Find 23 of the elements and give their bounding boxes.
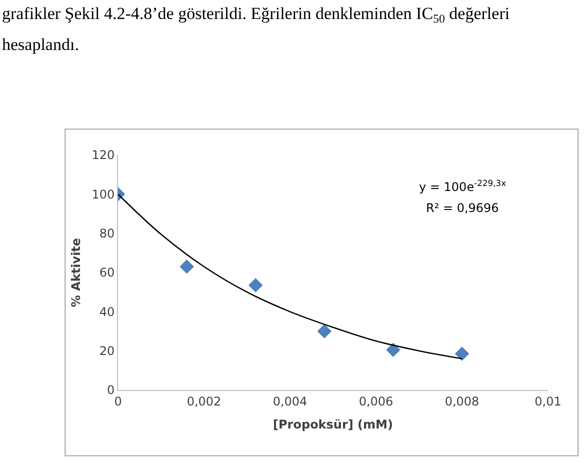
point: [248, 278, 263, 292]
y-tick-label: 100: [92, 187, 115, 202]
y-axis-title: % Aktivite: [68, 238, 83, 308]
x-axis-title: [Propoksür] (mM): [273, 417, 393, 432]
y-tick-label: 0: [106, 383, 115, 398]
y-tick-label: 60: [99, 266, 115, 280]
annotation: R² = 0,9696: [426, 201, 499, 215]
y-tick-label: 20: [99, 344, 115, 358]
text: grafikler Şekil 4.2-4.8’de gösterildi. Eğrilerin denkleminden IC$_{50}$ değerleri: [2, 4, 510, 26]
y-tick-label: 80: [99, 226, 115, 241]
y-tick-label: 40: [99, 304, 115, 319]
point: [386, 342, 400, 357]
point: [454, 346, 470, 361]
x-tick-label: 0,008: [444, 394, 480, 408]
annotation: y = 100e$^{-229,3x}$: [419, 178, 506, 194]
x-tick-label: 0,002: [186, 394, 222, 408]
text: hesaplandı.: [2, 35, 79, 54]
x-tick-label: 0,004: [272, 394, 308, 408]
point: [317, 324, 332, 338]
x-tick-label: 0,006: [358, 394, 394, 408]
x-tick-label: 0,01: [534, 394, 562, 408]
point: [180, 259, 194, 274]
y-tick-label: 120: [92, 148, 115, 162]
